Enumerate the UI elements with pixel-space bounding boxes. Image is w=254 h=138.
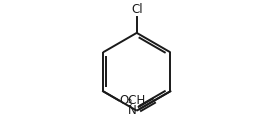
Text: N: N <box>128 104 137 117</box>
Text: Cl: Cl <box>131 3 142 16</box>
Text: OCH: OCH <box>119 94 146 107</box>
Text: 3: 3 <box>126 99 132 108</box>
